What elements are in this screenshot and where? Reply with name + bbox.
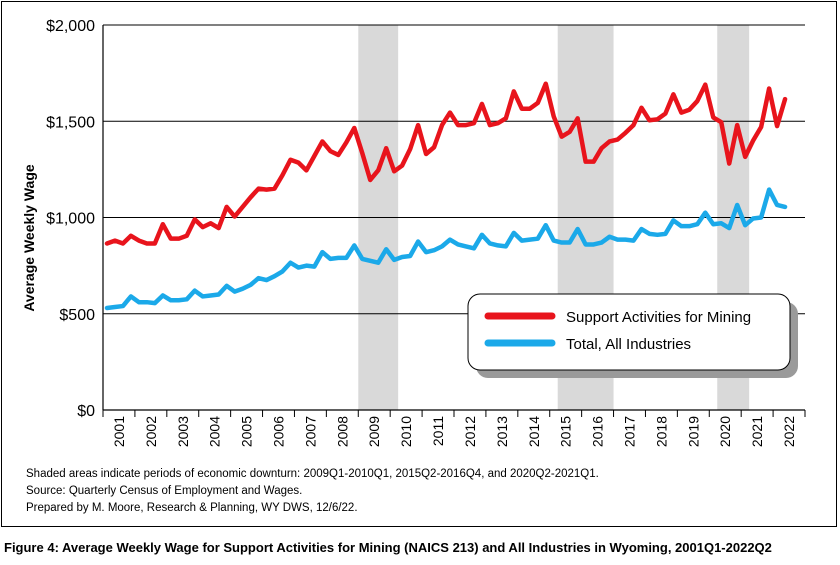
x-tick-label: 2002 xyxy=(143,416,159,447)
x-tick-label: 2015 xyxy=(558,416,574,447)
figure-caption: Figure 4: Average Weekly Wage for Suppor… xyxy=(4,540,772,555)
y-axis-title: Average Weekly Wage xyxy=(21,164,37,312)
x-tick-label: 2013 xyxy=(494,416,510,447)
series-line-total xyxy=(104,187,788,311)
legend-label-total: Total, All Industries xyxy=(566,336,691,353)
x-tick-label: 2022 xyxy=(781,416,797,447)
x-tick-label: 2005 xyxy=(239,416,255,447)
x-tick-label: 2010 xyxy=(398,416,414,447)
x-tick-label: 2008 xyxy=(334,416,350,447)
series-lines xyxy=(104,81,788,311)
x-tick-label: 2019 xyxy=(685,416,701,447)
legend-box xyxy=(467,293,791,371)
gridlines xyxy=(103,24,805,315)
x-tick-label: 2007 xyxy=(302,416,318,447)
x-tick-label: 2021 xyxy=(749,416,765,447)
x-tick-label: 2009 xyxy=(366,416,382,447)
legend-label-mining: Support Activities for Mining xyxy=(566,309,751,326)
y-tick-label: $500 xyxy=(59,307,95,324)
series-line-mining xyxy=(104,81,788,246)
note-source: Source: Quarterly Census of Employment a… xyxy=(26,485,303,497)
y-tick-label: $1,000 xyxy=(46,211,95,228)
legend: Support Activities for Mining Total, All… xyxy=(467,293,798,378)
chart-notes: Shaded areas indicate periods of economi… xyxy=(26,466,599,517)
x-tick-label: 2004 xyxy=(207,416,223,447)
x-tick-label: 2001 xyxy=(111,416,127,447)
x-tick-label: 2014 xyxy=(526,416,542,447)
y-tick-label: $2,000 xyxy=(46,18,95,35)
note-prepared-by: Prepared by M. Moore, Research & Plannin… xyxy=(26,502,358,514)
axes: $0 $500 $1,000 $1,500 $2,000 2001 2002 2003 2004… xyxy=(46,18,806,447)
x-tick-label: 2018 xyxy=(653,416,669,447)
y-tick-label: $0 xyxy=(77,403,95,420)
x-tick-label: 2020 xyxy=(717,416,733,447)
note-shading: Shaded areas indicate periods of economi… xyxy=(26,468,599,480)
x-tick-label: 2016 xyxy=(590,416,606,447)
figure-frame xyxy=(1,1,837,527)
x-tick-label: 2006 xyxy=(271,416,287,447)
x-tick-label: 2003 xyxy=(175,416,191,447)
x-tick-label: 2011 xyxy=(430,416,446,446)
y-tick-label: $1,500 xyxy=(46,114,95,131)
x-tick-label: 2012 xyxy=(462,416,478,447)
x-tick-label: 2017 xyxy=(622,416,638,447)
